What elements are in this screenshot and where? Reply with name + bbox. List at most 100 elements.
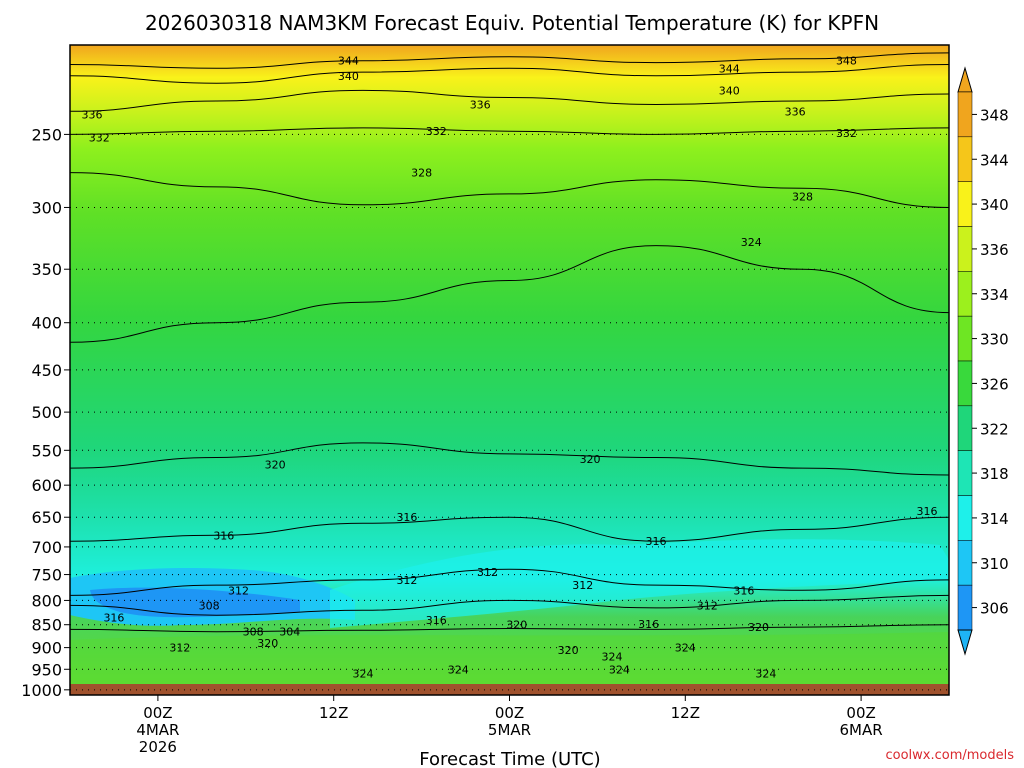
x-tick-label-4-1: 6MAR [840,721,883,739]
contour-label-29: 312 [697,599,718,612]
colorbar-swatch-3 [957,226,973,272]
contour-label-28: 312 [572,579,593,592]
contour-label-7: 336 [785,105,806,118]
x-tick-label-4-0: 00Z [846,704,875,722]
plot-area: 344 344 348 340 340 336 336 336 332 332 332 328 328 3… [69,44,950,696]
colorbar-label-344: 344 [980,151,1009,169]
contour-label-41: 324 [353,667,374,680]
y-tick-label-850: 850 [31,616,62,635]
y-tick-label-650: 650 [31,508,62,527]
pressure-gridlines [70,133,949,691]
colorbar-label-306: 306 [980,600,1009,618]
y-tick-label-550: 550 [31,441,62,460]
colorbar-swatch-2 [957,181,973,227]
contour-label-8: 332 [89,132,110,145]
contour-label-10: 332 [836,127,857,140]
y-tick-label-500: 500 [31,403,62,422]
x-tick-label-0-0: 00Z [143,704,172,722]
colorbar-label-340: 340 [980,196,1009,214]
x-tick-label-1-0: 12Z [319,704,348,722]
x-tick-label-2-1: 5MAR [488,721,531,739]
colorbar-label-314: 314 [980,510,1009,528]
contour-label-9: 332 [426,125,447,138]
contour-label-11: 328 [411,167,432,180]
contour-label-1: 344 [719,62,740,75]
contour-label-42: 324 [755,667,776,680]
contour-label-36: 316 [103,612,124,625]
contour-label-39: 324 [675,642,696,655]
colorbar-label-336: 336 [980,241,1009,259]
contour-label-17: 320 [580,453,601,466]
contour-316 [70,516,949,542]
boundary-layer [70,632,949,690]
contour-label-3: 340 [338,70,359,83]
contour-label-33: 304 [279,626,300,639]
contour-label-31: 308 [199,599,220,612]
x-axis-label: Forecast Time (UTC) [419,749,600,768]
colorbar-label-326: 326 [980,375,1009,393]
colorbar-label-330: 330 [980,331,1009,349]
y-tick-label-450: 450 [31,361,62,380]
colorbar-top-arrow [957,66,973,93]
colorbar-label-348: 348 [980,106,1009,124]
contour-label-34: 320 [257,637,278,650]
contour-label-40: 324 [602,650,623,663]
contour-label-12: 328 [792,191,813,204]
contour-304 [70,624,949,633]
contour-label-6: 336 [470,98,491,111]
contour-label-27: 312 [477,566,498,579]
contour-label-21: 316 [646,535,667,548]
contour-328 [70,172,949,208]
y-tick-label-250: 250 [31,125,62,144]
contour-label-25: 312 [228,584,249,597]
contour-label-13: 324 [741,236,762,249]
y-tick-label-750: 750 [31,566,62,585]
y-tick-label-1000: 1000 [21,681,62,700]
contour-label-38: 320 [558,644,579,657]
contour-340 [70,64,949,84]
colorbar: 348 344 340 336 334 330 326 322 318 314 310 306 [957,66,1009,656]
chart-title: 2026030318 NAM3KM Forecast Equiv. Potent… [145,11,879,35]
y-tick-label-350: 350 [31,260,62,279]
terrain-bar [70,684,949,695]
contour-336 [70,89,949,112]
colorbar-label-334: 334 [980,286,1009,304]
contour-label-30: 312 [169,642,190,655]
contour-332 [70,127,949,135]
y-tick-label-700: 700 [31,538,62,557]
colorbar-swatch-11 [957,584,973,631]
colorbar-swatch-1 [957,136,973,182]
colorbar-swatch-4 [957,271,973,317]
colorbar-swatch-7 [957,405,973,451]
contour-label-23: 316 [733,584,754,597]
colorbar-swatch-8 [957,450,973,496]
colorbar-swatch-6 [957,360,973,407]
contour-label-15: 324 [609,663,630,676]
credit-text: coolwx.com/models [885,748,1014,763]
x-tick-label-2-0: 00Z [495,704,524,722]
contour-label-16: 320 [265,459,286,472]
contour-label-0: 344 [338,55,359,68]
colorbar-swatch-9 [957,495,973,541]
colorbar-label-322: 322 [980,420,1009,438]
x-tick-label-3-0: 12Z [671,704,700,722]
y-tick-label-950: 950 [31,660,62,679]
y-tick-label-300: 300 [31,198,62,217]
x-tick-label-0-1: 4MAR [136,721,179,739]
contour-label-5: 336 [81,109,102,122]
y-tick-label-400: 400 [31,314,62,333]
y-tick-label-600: 600 [31,476,62,495]
y-tick-label-800: 800 [31,591,62,610]
colorbar-swatch-5 [957,315,973,362]
contour-label-4: 340 [719,84,740,97]
moist-layer-314 [330,539,949,628]
contour-labels: 344 344 348 340 340 336 336 336 332 332 332 328 328 3… [81,55,937,681]
contour-label-32: 308 [243,626,264,639]
contour-label-35: 320 [506,619,527,632]
y-tick-label-900: 900 [31,639,62,658]
y-axis: 250 300 350 400 450 500 550 600 650 700 750 800 850 9… [21,125,70,700]
contour-label-14: 324 [448,663,469,676]
colorbar-swatch-10 [957,540,973,586]
